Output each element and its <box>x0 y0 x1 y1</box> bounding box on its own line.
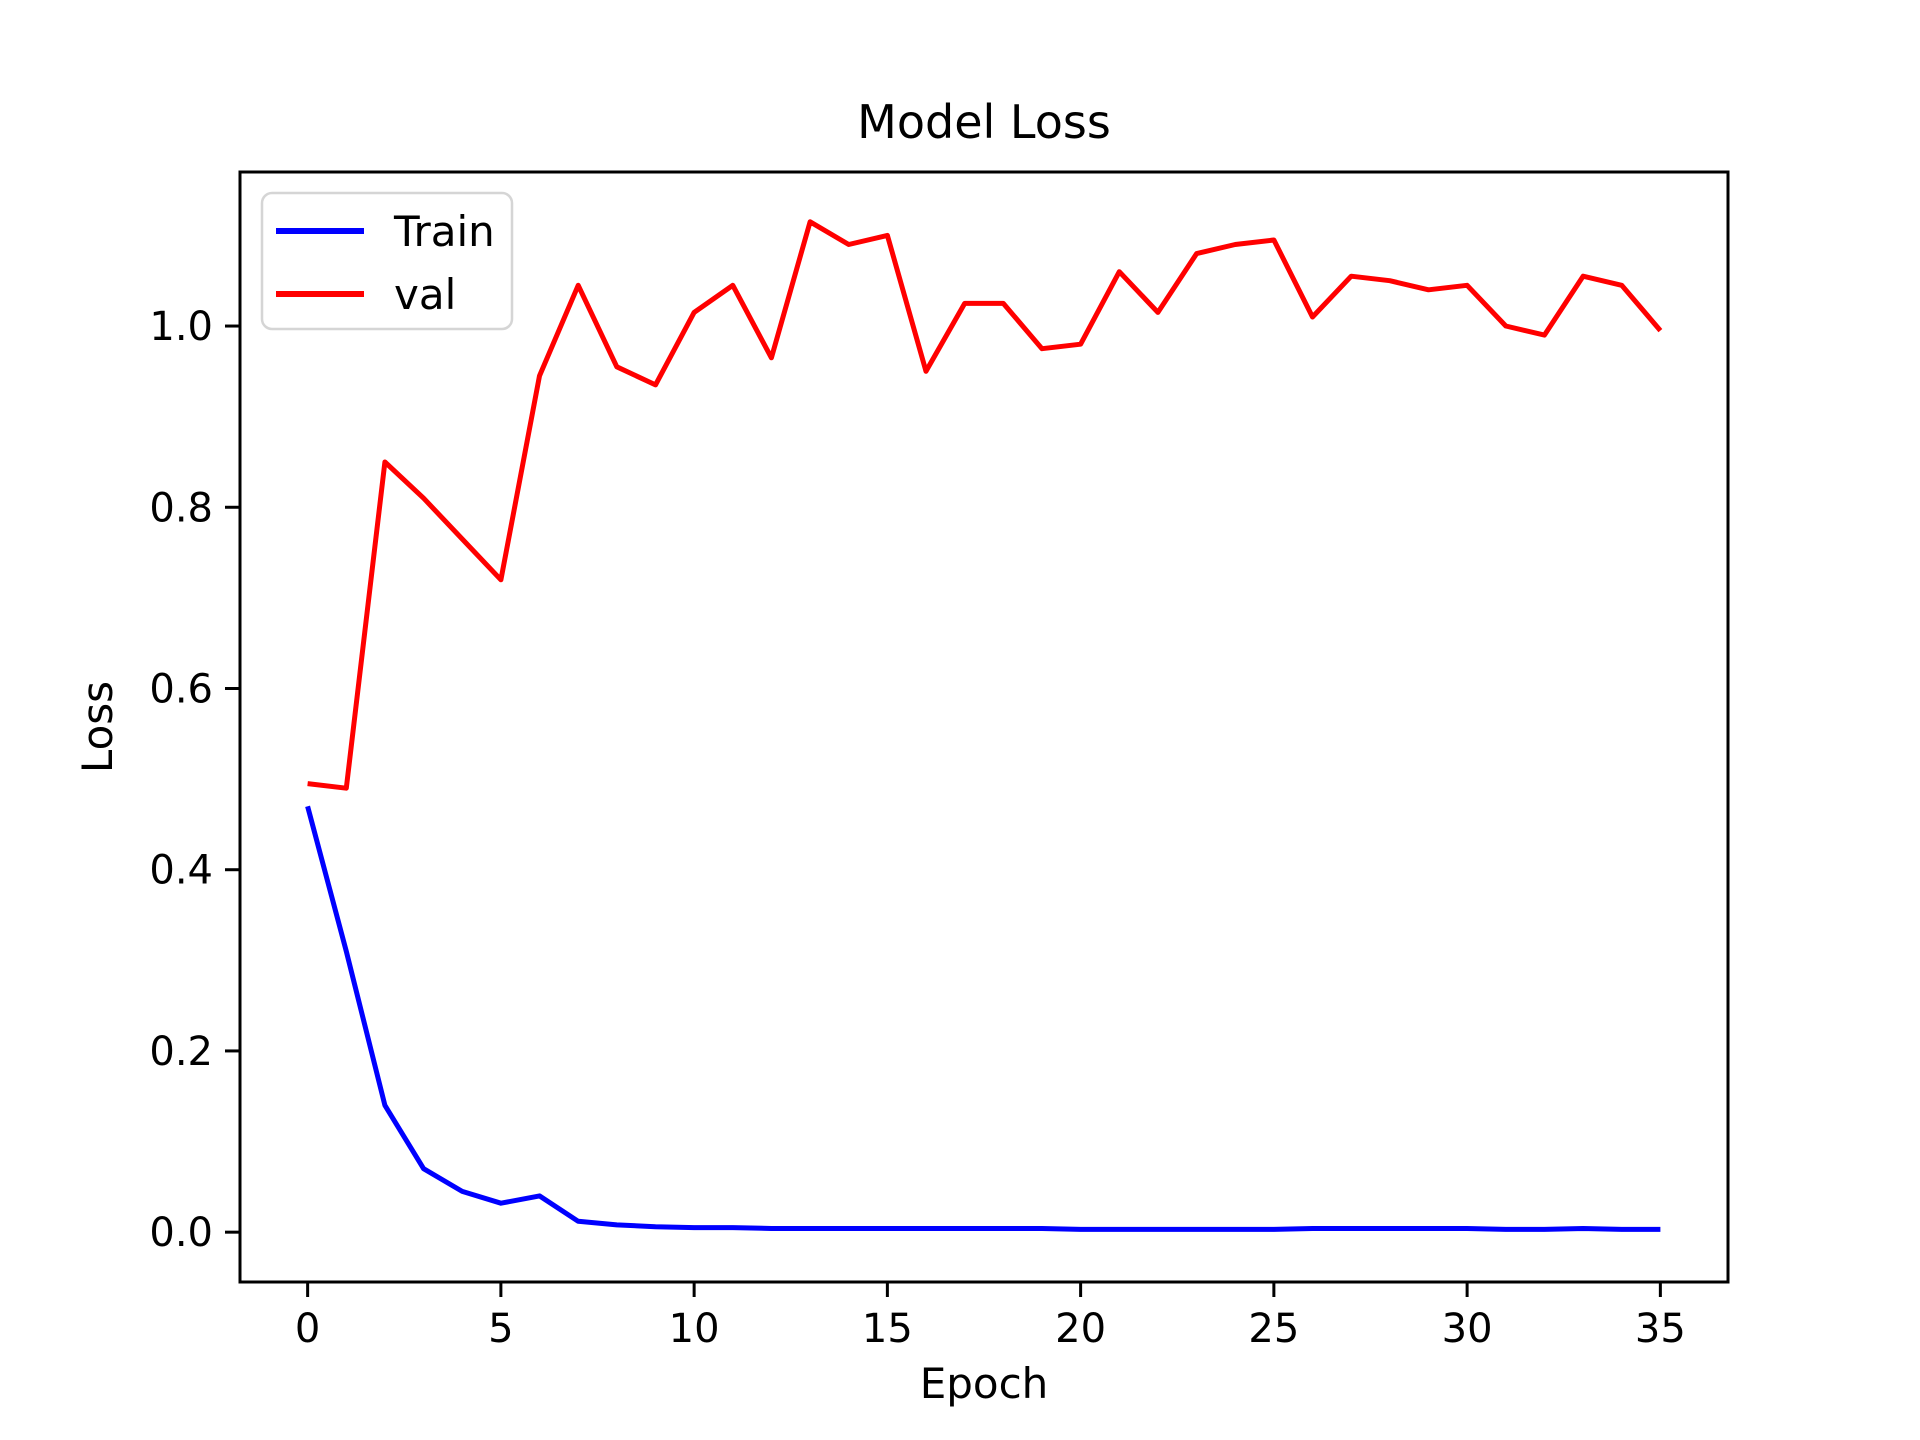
val-line <box>307 219 1663 791</box>
x-tick-label: 5 <box>488 1306 513 1352</box>
train-line <box>305 805 1661 1232</box>
y-axis-label: Loss <box>73 681 122 773</box>
legend-val-label: val <box>394 270 456 319</box>
plot-area <box>238 170 1730 1284</box>
x-tick-label: 10 <box>669 1306 720 1352</box>
x-tick-label: 35 <box>1635 1306 1686 1352</box>
legend: Train val <box>260 191 514 331</box>
x-tick-label: 15 <box>862 1306 913 1352</box>
y-ticks: 0.0 0.2 0.4 0.6 0.8 1.0 <box>149 304 240 1256</box>
y-tick-label: 0.6 <box>149 666 213 712</box>
x-tick-label: 30 <box>1442 1306 1493 1352</box>
y-tick-label: 0.4 <box>149 848 213 894</box>
y-tick-label: 0.2 <box>149 1029 213 1075</box>
legend-train-label: Train <box>393 207 495 256</box>
x-tick-label: 0 <box>295 1306 320 1352</box>
x-axis-label: Epoch <box>920 1359 1049 1408</box>
x-tick-label: 25 <box>1248 1306 1299 1352</box>
y-tick-label: 0.0 <box>149 1210 213 1256</box>
y-tick-label: 1.0 <box>149 304 213 350</box>
y-tick-label: 0.8 <box>149 485 213 531</box>
chart-title: Model Loss <box>857 95 1111 149</box>
x-ticks: 0 5 10 15 20 25 30 35 <box>295 1282 1686 1352</box>
x-tick-label: 20 <box>1055 1306 1106 1352</box>
